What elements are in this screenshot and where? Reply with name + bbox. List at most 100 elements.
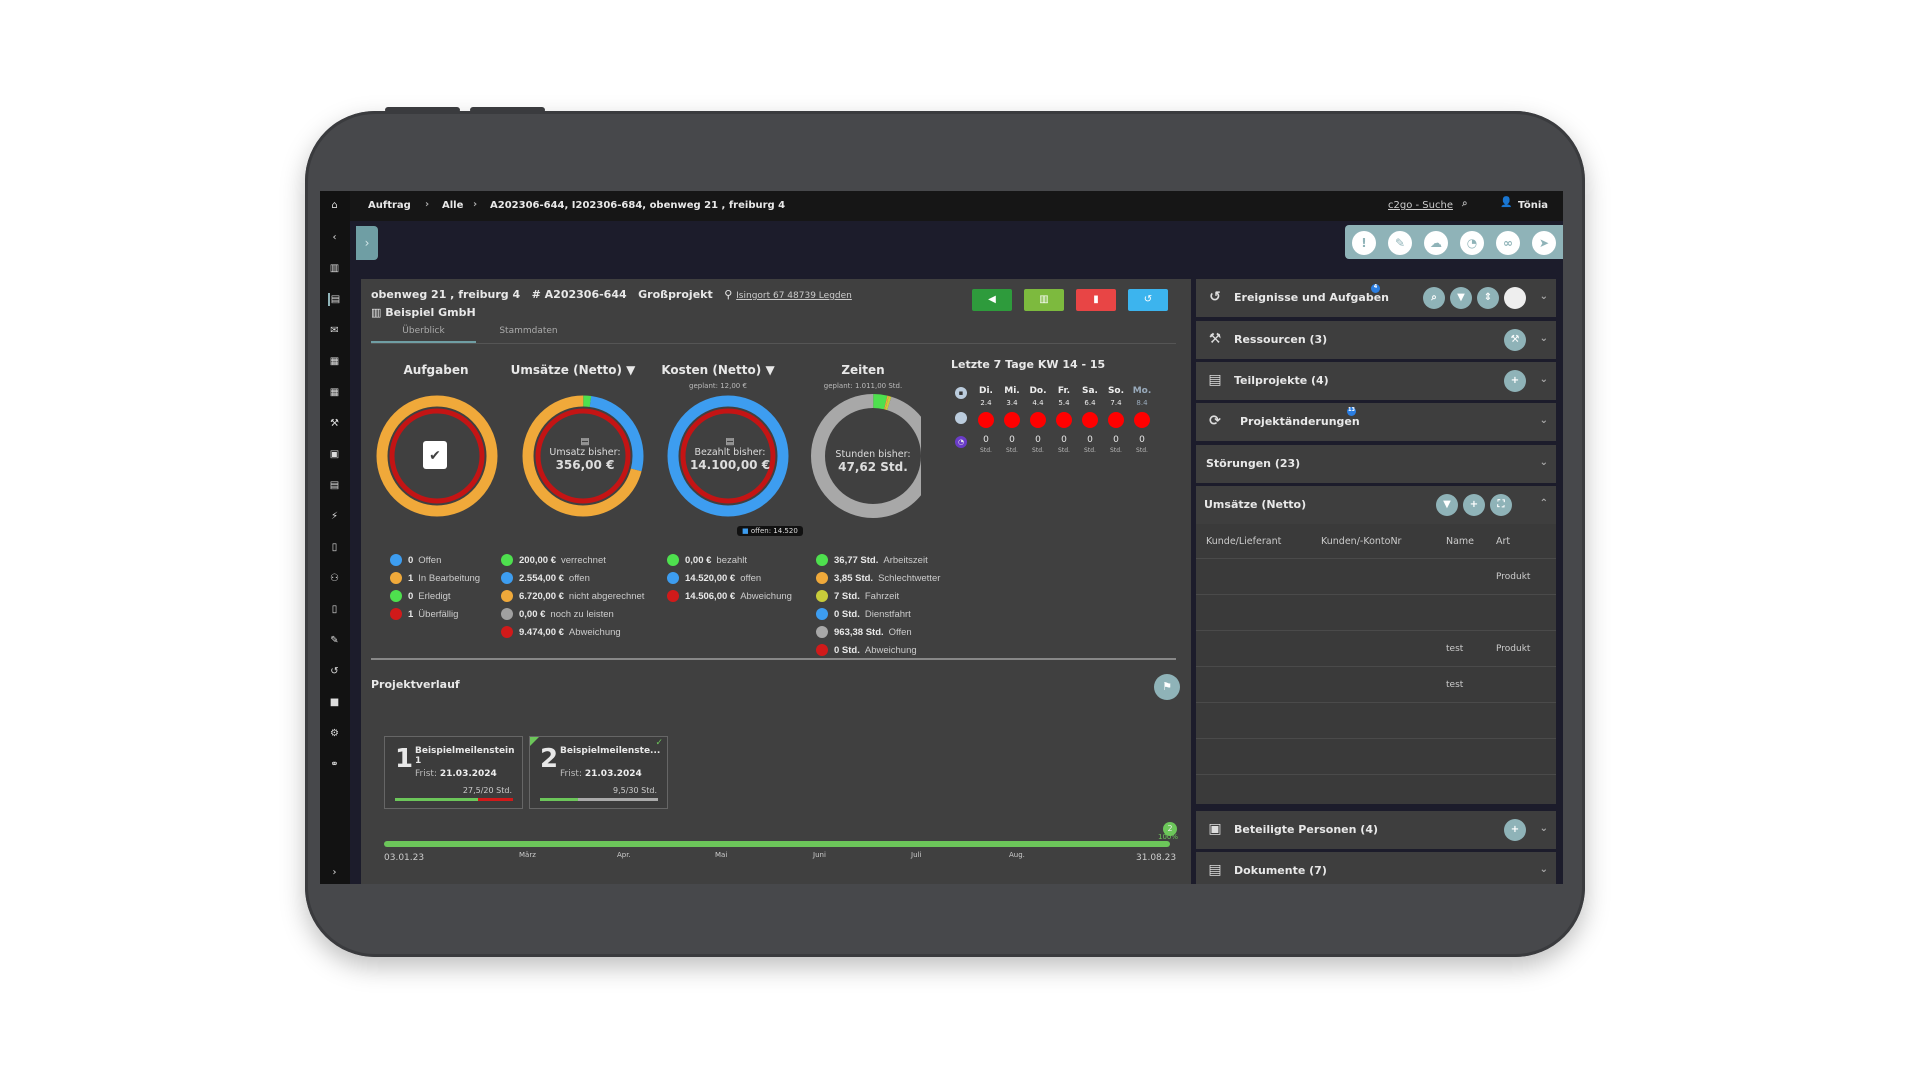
search-link[interactable]: c2go - Suche (1388, 200, 1453, 211)
handshake-icon[interactable]: ⚭ (330, 759, 339, 770)
lightning-icon[interactable]: ⚡ (330, 511, 339, 522)
milestone-progress-track (540, 798, 658, 801)
weather-status-dot[interactable] (978, 412, 994, 428)
edit-icon[interactable]: ✎ (330, 635, 339, 646)
filter-icon[interactable]: ▼ (626, 363, 636, 377)
chevron-down-icon[interactable]: ⌄ (1539, 291, 1548, 302)
weather-status-dot[interactable] (1030, 412, 1046, 428)
chart-title[interactable]: Umsätze (Netto) ▼ (503, 363, 643, 377)
tab-ueberblick[interactable]: Überblick (371, 323, 476, 343)
add-resource-icon[interactable]: ⚒ (1504, 329, 1526, 351)
donut-segment[interactable] (811, 394, 921, 518)
fullscreen-icon[interactable]: ⛶ (1490, 494, 1512, 516)
search-icon[interactable]: ⌕ (1462, 198, 1468, 209)
legend-umsaetze: 200,00 € verrechnet 2.554,00 € offen 6.720,0… (501, 551, 644, 641)
panel-toggle-button[interactable]: › (356, 226, 378, 260)
sort-icon[interactable]: ⇕ (1477, 287, 1499, 309)
arrow-left-button[interactable]: ◀ (972, 289, 1012, 311)
timeline-marker[interactable]: 2 (1163, 822, 1177, 836)
weather-status-dot[interactable] (1108, 412, 1124, 428)
add-person-icon[interactable]: + (1504, 819, 1526, 841)
file-icon[interactable]: ▯ (331, 604, 338, 615)
pencil-icon[interactable]: ✎ (1388, 231, 1412, 255)
accordion-stoerungen[interactable]: Störungen (23) ⌄ (1196, 445, 1556, 483)
column-header[interactable]: Name (1446, 536, 1475, 547)
legend-label: Schlechtwetter (878, 572, 941, 584)
accordion-beteiligte[interactable]: ▣ Beteiligte Personen (4) + ⌄ (1196, 811, 1556, 849)
file-icon[interactable]: ▯ (331, 542, 338, 553)
donut-segment[interactable] (376, 395, 498, 517)
count-badge: 13 (1347, 407, 1356, 416)
donut-deviation-ring[interactable] (535, 408, 631, 504)
timer-icon[interactable]: ◔ (1460, 231, 1484, 255)
info-icon[interactable]: ! (1352, 231, 1376, 255)
milestone-card[interactable]: ✓ 2 Beispielmeilenste... Frist: 21.03.20… (529, 736, 668, 809)
link-add-icon[interactable]: ∞ (1496, 231, 1520, 255)
chart-title[interactable]: Kosten (Netto) ▼ (648, 363, 788, 377)
donut-segment[interactable] (522, 395, 644, 517)
filter-icon[interactable]: ▼ (1436, 494, 1458, 516)
history-icon[interactable]: ↺ (330, 666, 339, 677)
umsaetze-header[interactable]: Umsätze (Netto) ▼ + ⛶ ⌃ (1196, 486, 1556, 524)
home-icon[interactable]: ⌂ (331, 200, 338, 211)
chevron-down-icon[interactable]: ⌄ (1539, 823, 1548, 834)
donut-segment[interactable] (522, 395, 644, 517)
column-header[interactable]: Kunde/Lieferant (1206, 536, 1282, 547)
back-icon[interactable]: ‹ (332, 232, 337, 243)
chevron-down-icon[interactable]: ⌄ (1539, 864, 1548, 875)
column-header[interactable]: Kunden/-KontoNr (1321, 536, 1402, 547)
user-name[interactable]: Tõnia (1518, 200, 1549, 211)
undo-button[interactable]: ↺ (1128, 289, 1168, 311)
donut-overdue-ring[interactable] (389, 408, 485, 504)
chevron-down-icon[interactable]: ⌄ (1539, 333, 1548, 344)
weather-status-dot[interactable] (1082, 412, 1098, 428)
calendar-icon[interactable]: ▦ (329, 387, 340, 398)
cloud-icon[interactable]: ☁ (1424, 231, 1448, 255)
chevron-up-icon[interactable]: ⌃ (1539, 498, 1548, 509)
calendar-icon[interactable]: ▦ (329, 356, 340, 367)
document-button[interactable]: ▮ (1076, 289, 1116, 311)
clipboard-icon[interactable]: ▣ (329, 449, 340, 460)
accordion-dokumente[interactable]: ▤ Dokumente (7) ⌄ (1196, 852, 1556, 884)
add-subproject-icon[interactable]: + (1504, 370, 1526, 392)
accordion-ereignisse[interactable]: ↺ Ereignisse und Aufgaben 4 ⌕ ▼ ⇕ ⌄ (1196, 279, 1556, 317)
accordion-teilprojekte[interactable]: ▤ Teilprojekte (4) + ⌄ (1196, 362, 1556, 400)
milestone-card[interactable]: 1 Beispielmeilenstein 1 Frist: 21.03.202… (384, 736, 523, 809)
weather-status-dot[interactable] (1004, 412, 1020, 428)
expand-icon[interactable]: › (332, 867, 337, 878)
invoice-icon[interactable]: ▤ (329, 480, 340, 491)
tab-stammdaten[interactable]: Stammdaten (499, 326, 558, 336)
video-icon[interactable]: ■ (329, 697, 340, 708)
column-header[interactable]: Art (1496, 536, 1511, 547)
weather-status-dot[interactable] (1134, 412, 1150, 428)
breadcrumb-item[interactable]: Auftrag (368, 200, 411, 211)
chevron-down-icon[interactable]: ⌄ (1539, 415, 1548, 426)
hammer-icon[interactable]: ⚒ (330, 418, 339, 429)
breadcrumb-item[interactable]: Alle (442, 200, 464, 211)
day-label: So. (1107, 386, 1125, 396)
add-icon[interactable]: + (1463, 494, 1485, 516)
add-milestone-button[interactable]: ⚑ (1154, 674, 1180, 700)
search-icon[interactable]: ⌕ (1423, 287, 1445, 309)
address-link[interactable]: Isingort 67 48739 Legden (736, 291, 852, 301)
accordion-title: Ressourcen (3) (1234, 333, 1328, 346)
company[interactable]: ▥ Beispiel GmbH (371, 306, 476, 319)
weather-status-dot[interactable] (1056, 412, 1072, 428)
filter-icon[interactable]: ▼ (765, 363, 775, 377)
toggle-icon[interactable] (1504, 287, 1526, 309)
mail-icon[interactable]: ✉ (330, 325, 339, 336)
users-icon[interactable]: ⚇ (330, 573, 339, 584)
accordion-ressourcen[interactable]: ⚒ Ressourcen (3) ⚒ ⌄ (1196, 321, 1556, 359)
gear-icon[interactable]: ⚙ (330, 728, 339, 739)
donut-deviation-ring[interactable] (680, 408, 776, 504)
chevron-down-icon[interactable]: ⌄ (1539, 457, 1548, 468)
send-icon[interactable]: ➤ (1532, 231, 1556, 255)
building-icon[interactable]: ▥ (329, 263, 340, 274)
day-unit: Std. (980, 447, 992, 454)
chevron-down-icon[interactable]: ⌄ (1539, 374, 1548, 385)
donut-segment[interactable] (667, 395, 789, 517)
accordion-projektaenderungen[interactable]: ⟳ Projektänderungen 13 ⌄ (1196, 403, 1556, 441)
building-button[interactable]: ▥ (1024, 289, 1064, 311)
document-icon[interactable]: ▤ (328, 293, 341, 306)
filter-icon[interactable]: ▼ (1450, 287, 1472, 309)
